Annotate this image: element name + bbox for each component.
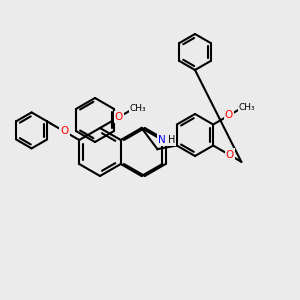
Text: O: O (61, 126, 69, 136)
Text: CH₃: CH₃ (130, 104, 147, 113)
Text: H: H (168, 135, 175, 145)
Text: CH₃: CH₃ (239, 103, 256, 112)
Text: O: O (226, 149, 234, 160)
Text: N: N (158, 135, 166, 145)
Text: O: O (225, 110, 233, 121)
Text: O: O (115, 112, 123, 122)
